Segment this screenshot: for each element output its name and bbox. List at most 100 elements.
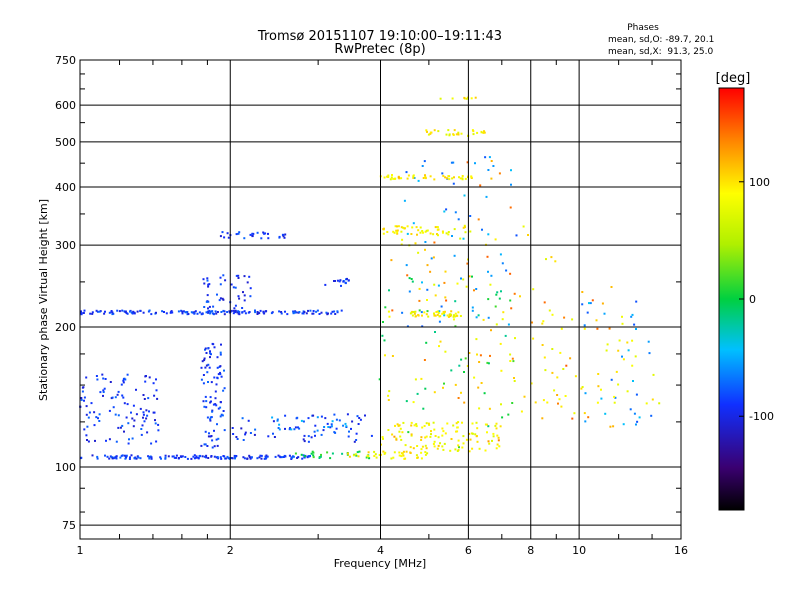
x-tick-label: 4 bbox=[377, 544, 384, 557]
data-point bbox=[207, 311, 209, 314]
data-point bbox=[119, 426, 122, 429]
data-point bbox=[108, 457, 111, 460]
data-point bbox=[310, 436, 313, 439]
data-point bbox=[423, 160, 426, 163]
data-point bbox=[427, 422, 430, 425]
data-point bbox=[454, 312, 457, 315]
data-point bbox=[204, 366, 207, 369]
data-point bbox=[79, 457, 82, 460]
data-point bbox=[95, 416, 98, 419]
data-point bbox=[195, 455, 198, 458]
data-point bbox=[463, 371, 465, 373]
data-point bbox=[418, 309, 421, 312]
data-point bbox=[246, 457, 249, 460]
data-point bbox=[397, 225, 400, 228]
data-point bbox=[300, 419, 303, 422]
data-point bbox=[475, 288, 478, 290]
data-point bbox=[463, 194, 466, 197]
data-point bbox=[341, 452, 344, 455]
data-point bbox=[557, 402, 559, 405]
data-point bbox=[413, 312, 416, 315]
data-point bbox=[645, 402, 648, 405]
data-point bbox=[475, 338, 478, 341]
data-point bbox=[421, 325, 424, 328]
data-point bbox=[441, 172, 444, 175]
data-point bbox=[221, 297, 224, 300]
data-point bbox=[251, 232, 254, 235]
data-point bbox=[110, 456, 113, 459]
data-point bbox=[227, 457, 230, 460]
data-point bbox=[144, 380, 147, 383]
data-point bbox=[222, 309, 225, 312]
data-point bbox=[208, 366, 211, 369]
data-point bbox=[451, 97, 454, 100]
data-point bbox=[450, 369, 453, 372]
data-point bbox=[249, 457, 252, 460]
data-point bbox=[471, 447, 474, 450]
data-point bbox=[217, 437, 220, 440]
data-point bbox=[249, 233, 252, 236]
data-point bbox=[297, 456, 300, 459]
data-point bbox=[444, 350, 447, 353]
data-point bbox=[398, 454, 401, 457]
data-point bbox=[102, 391, 105, 393]
data-point bbox=[410, 233, 413, 235]
data-point bbox=[143, 398, 146, 400]
data-point bbox=[588, 302, 590, 305]
data-point bbox=[437, 444, 440, 447]
data-point bbox=[307, 309, 309, 312]
data-point bbox=[207, 283, 210, 286]
data-point bbox=[558, 398, 561, 401]
data-point bbox=[202, 374, 205, 376]
data-point bbox=[573, 412, 576, 415]
data-point bbox=[495, 293, 498, 296]
data-point bbox=[651, 398, 654, 401]
data-point bbox=[216, 444, 219, 447]
data-point bbox=[476, 353, 478, 356]
data-point bbox=[417, 229, 420, 232]
data-point bbox=[427, 133, 430, 136]
data-point bbox=[117, 426, 120, 429]
data-point bbox=[403, 227, 406, 230]
data-point bbox=[635, 300, 638, 303]
data-point bbox=[458, 176, 460, 179]
data-point bbox=[458, 446, 460, 449]
data-point bbox=[150, 456, 153, 459]
data-point bbox=[223, 310, 226, 313]
data-point bbox=[424, 174, 426, 177]
data-point bbox=[204, 443, 207, 446]
data-point bbox=[98, 420, 101, 422]
data-point bbox=[83, 399, 85, 402]
data-point bbox=[501, 318, 504, 321]
data-point bbox=[182, 310, 185, 313]
data-point bbox=[368, 457, 371, 460]
data-point bbox=[483, 130, 485, 133]
data-point bbox=[219, 353, 222, 356]
data-point bbox=[303, 456, 306, 459]
data-point bbox=[200, 444, 203, 447]
data-point bbox=[430, 257, 433, 260]
data-point bbox=[471, 275, 473, 278]
data-point bbox=[465, 438, 468, 441]
data-point bbox=[394, 424, 396, 427]
data-point bbox=[419, 226, 422, 229]
data-point bbox=[326, 313, 329, 316]
data-point bbox=[85, 434, 88, 437]
data-point bbox=[216, 376, 219, 379]
data-point bbox=[347, 452, 349, 455]
data-point bbox=[310, 452, 313, 455]
data-point bbox=[272, 432, 274, 435]
data-point bbox=[262, 311, 265, 314]
data-point bbox=[455, 314, 458, 317]
data-point bbox=[288, 454, 291, 457]
data-point bbox=[307, 435, 310, 438]
data-point bbox=[434, 435, 437, 437]
data-point bbox=[326, 451, 329, 454]
data-point bbox=[475, 435, 478, 438]
data-point bbox=[145, 417, 148, 420]
data-point bbox=[346, 277, 348, 280]
data-point bbox=[560, 327, 563, 330]
data-point bbox=[424, 248, 426, 251]
data-point bbox=[621, 315, 623, 318]
data-point bbox=[487, 440, 490, 443]
